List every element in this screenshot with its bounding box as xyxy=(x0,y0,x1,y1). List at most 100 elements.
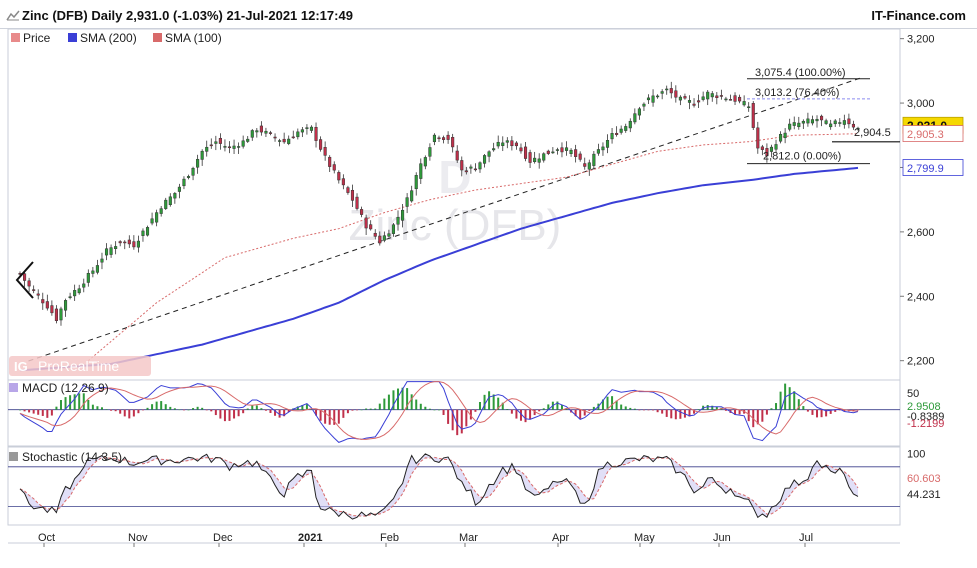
macd-histogram-bar xyxy=(255,405,258,410)
candle-body xyxy=(815,118,819,122)
candle-body xyxy=(296,131,300,138)
candle-body xyxy=(665,88,669,91)
macd-histogram-bar xyxy=(811,409,814,415)
stoch-k-line xyxy=(19,453,859,520)
candle-body xyxy=(706,91,710,100)
macd-histogram-bar xyxy=(679,409,682,419)
candle-body xyxy=(564,147,569,151)
price-y-tick-label: 2,400 xyxy=(907,291,935,303)
macd-histogram-bar xyxy=(556,401,559,410)
macd-histogram-bar xyxy=(529,409,532,420)
macd-histogram-bar xyxy=(474,409,477,412)
x-tick-label: Mar xyxy=(459,532,478,544)
macd-histogram-bar xyxy=(296,406,299,410)
macd-histogram-bar xyxy=(356,409,359,411)
macd-histogram-bar xyxy=(406,388,409,410)
candle-body xyxy=(583,163,587,167)
candle-body xyxy=(350,189,355,201)
candle-body xyxy=(733,95,737,102)
macd-histogram-bar xyxy=(342,409,345,418)
macd-histogram-bar xyxy=(228,409,231,421)
macd-histogram-bar xyxy=(825,409,828,417)
candle-body xyxy=(346,187,350,193)
candle-body xyxy=(482,155,487,164)
candle-body xyxy=(820,115,824,121)
candle-body xyxy=(177,186,181,192)
macd-histogram-bar xyxy=(351,409,354,411)
left-marker-icon xyxy=(15,261,34,299)
candle-body xyxy=(446,134,450,140)
macd-histogram-bar xyxy=(214,409,217,416)
candle-body xyxy=(587,162,591,170)
candle-body xyxy=(186,176,191,178)
candle-body xyxy=(268,132,273,134)
macd-histogram-bar xyxy=(697,409,700,410)
candle-body xyxy=(63,300,68,311)
macd-histogram-bar xyxy=(451,409,454,431)
candle-body xyxy=(255,130,259,133)
candle-body xyxy=(633,113,637,123)
candle-body xyxy=(145,227,150,236)
macd-histogram-bar xyxy=(542,408,545,410)
x-tick-label: May xyxy=(634,532,655,544)
candle-body xyxy=(246,138,250,142)
candle-body xyxy=(560,147,564,153)
macd-histogram-bar xyxy=(401,387,404,410)
macd-histogram-bar xyxy=(346,409,349,414)
macd-histogram-bar xyxy=(734,409,737,415)
candle-body xyxy=(150,218,154,224)
fib-level-label: 2,812.0 (0.00%) xyxy=(763,151,841,163)
macd-histogram-bar xyxy=(173,408,176,410)
candle-body xyxy=(45,301,49,309)
candle-body xyxy=(738,96,742,102)
candle-body xyxy=(273,136,277,139)
candle-body xyxy=(109,247,113,255)
macd-histogram-bar xyxy=(50,409,53,416)
candle-body xyxy=(510,140,514,147)
macd-histogram-bar xyxy=(392,390,395,410)
x-tick-label: Feb xyxy=(380,532,399,544)
macd-histogram-bar xyxy=(274,409,277,416)
right-value-tag xyxy=(902,159,964,176)
trendline xyxy=(19,76,863,365)
macd-histogram-bar xyxy=(592,406,595,410)
macd-histogram-bar xyxy=(838,409,841,411)
legend-swatch xyxy=(68,33,77,42)
candle-body xyxy=(678,96,682,101)
candle-body xyxy=(806,118,810,124)
candle-body xyxy=(751,103,755,128)
macd-histogram-bar xyxy=(438,409,440,411)
macd-histogram-bar xyxy=(73,394,76,410)
macd-histogram-bar xyxy=(32,409,35,414)
macd-histogram-bar xyxy=(829,409,832,414)
macd-histogram-bar xyxy=(706,405,709,410)
macd-histogram-bar xyxy=(55,406,58,410)
brand-label[interactable]: IT-Finance.com xyxy=(871,8,966,23)
price-y-tick-label: 3,200 xyxy=(907,34,935,46)
candle-body xyxy=(514,142,518,147)
macd-histogram-bar xyxy=(638,409,641,411)
macd-histogram-bar xyxy=(424,406,427,410)
candle-body xyxy=(537,158,541,163)
candle-body xyxy=(241,140,245,147)
legend-swatch xyxy=(11,33,20,42)
candle-body xyxy=(801,120,805,124)
candle-body xyxy=(769,146,774,152)
candle-body xyxy=(305,127,309,129)
candle-body xyxy=(164,199,168,209)
candle-body xyxy=(628,120,632,129)
macd-histogram-bar xyxy=(433,409,436,411)
candle-body xyxy=(810,119,815,124)
macd-histogram-bar xyxy=(624,406,627,410)
candle-body xyxy=(473,168,477,171)
x-tick-label: Oct xyxy=(38,532,55,544)
chart-title: Zinc (DFB) Daily 2,931.0 (-1.03%) 21-Jul… xyxy=(22,8,353,23)
candle-body xyxy=(601,146,605,151)
stoch-y-tick-label: 100 xyxy=(907,449,925,461)
macd-histogram-bar xyxy=(105,409,108,410)
candle-body xyxy=(337,172,341,181)
macd-histogram-bar xyxy=(492,394,495,410)
macd-histogram-bar xyxy=(233,409,236,419)
candle-body xyxy=(373,232,377,237)
